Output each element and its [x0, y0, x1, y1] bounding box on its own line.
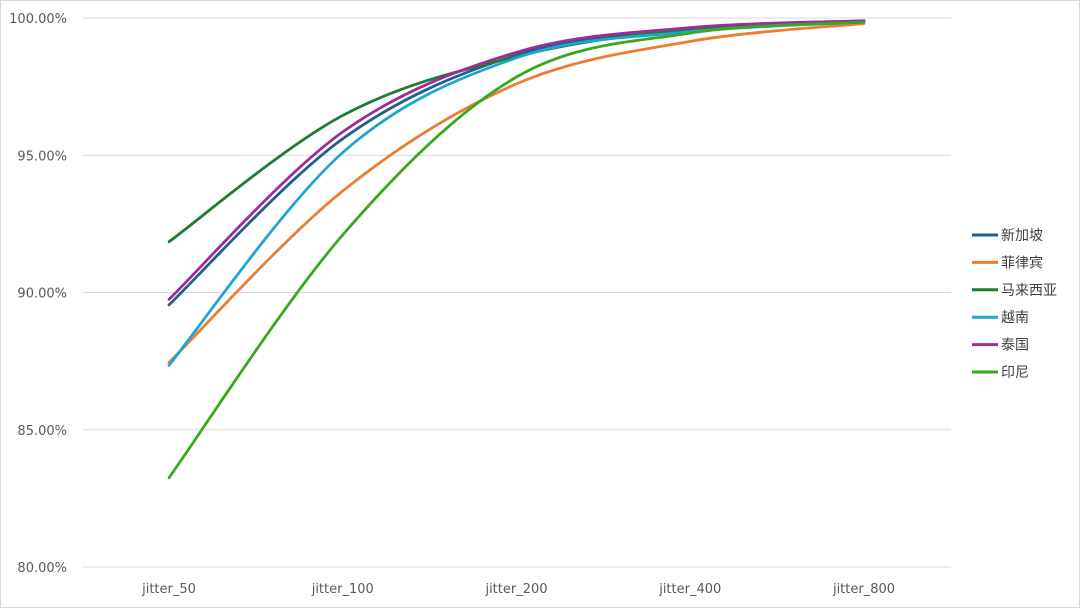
x-tick-label: jitter_800 [832, 582, 895, 597]
legend-label: 印尼 [1001, 365, 1029, 381]
y-axis-ticks: 100.00% 95.00% 90.00% 85.00% 80.00% [9, 12, 67, 576]
series-line-5 [167, 19, 866, 301]
series-lines [167, 19, 866, 480]
series-line-2 [167, 22, 866, 364]
x-axis-ticks: jitter_50 jitter_100 jitter_200 jitter_400 j… [141, 582, 895, 597]
legend-label: 泰国 [1001, 338, 1029, 354]
x-tick-label: jitter_50 [141, 582, 196, 597]
x-tick-label: jitter_200 [484, 582, 547, 597]
legend-label: 马来西亚 [1001, 283, 1057, 299]
legend-label: 新加坡 [1001, 228, 1043, 244]
y-tick-label: 95.00% [17, 149, 67, 164]
series-line-6 [167, 20, 866, 480]
legend-label: 菲律宾 [1001, 255, 1043, 271]
x-tick-label: jitter_100 [311, 582, 374, 597]
y-tick-label: 90.00% [17, 287, 67, 302]
legend-label: 越南 [1001, 310, 1029, 326]
y-tick-label: 80.00% [17, 561, 67, 576]
gridlines [83, 17, 951, 568]
y-tick-label: 85.00% [17, 424, 67, 439]
x-tick-label: jitter_400 [658, 582, 721, 597]
series-line-1 [167, 19, 866, 307]
y-tick-label: 100.00% [9, 12, 67, 27]
